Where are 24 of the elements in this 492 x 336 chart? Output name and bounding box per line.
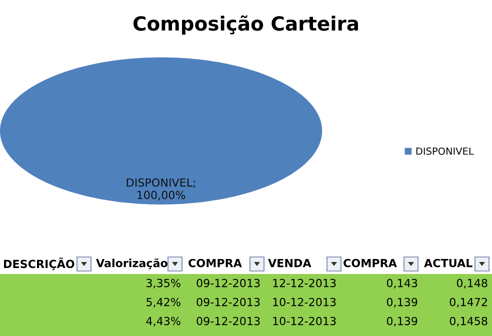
text: 0,148 xyxy=(456,278,488,288)
text: VENDA xyxy=(268,258,312,268)
text: 0,1472 xyxy=(450,298,487,308)
text: 0,1458 xyxy=(450,316,488,326)
text: 3,35% xyxy=(146,278,180,288)
text: ACTUAL xyxy=(424,258,472,268)
text: 09-12-2013 xyxy=(196,278,260,288)
text: Valorização xyxy=(96,258,168,270)
text: DESCRIÇÃO xyxy=(4,258,74,270)
text: COMPRA xyxy=(344,258,397,268)
text: 0,139 xyxy=(386,316,418,326)
text: 10-12-2013 xyxy=(273,316,336,326)
text: 10-12-2013 xyxy=(273,298,336,306)
text: 09-12-2013 xyxy=(196,298,260,306)
text: 12-12-2013 xyxy=(273,278,336,288)
data-label: DISPONIVEL; 100,00% xyxy=(126,178,195,200)
text: 0,143 xyxy=(386,278,418,288)
text: COMPRA xyxy=(188,258,242,268)
text: 09-12-2013 xyxy=(196,316,260,326)
text: 4,43% xyxy=(146,316,180,326)
text: 0,139 xyxy=(386,298,418,308)
chart-title: Composição Carteira xyxy=(133,15,358,35)
text: 5,42% xyxy=(146,298,180,308)
legend-label: DISPONIVEL xyxy=(416,147,474,155)
